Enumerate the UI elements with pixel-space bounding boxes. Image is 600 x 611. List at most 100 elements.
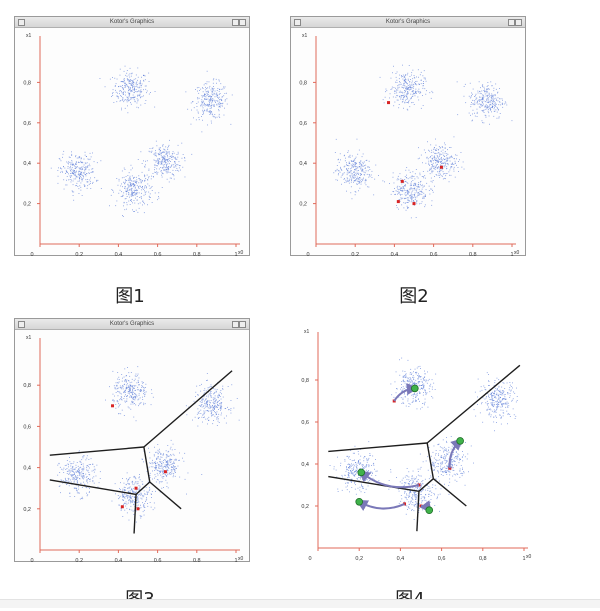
data-point bbox=[89, 180, 90, 181]
data-point bbox=[142, 481, 143, 482]
data-point bbox=[405, 91, 406, 92]
data-point bbox=[447, 160, 448, 161]
data-point bbox=[211, 97, 212, 98]
data-point bbox=[124, 80, 125, 81]
data-point bbox=[166, 171, 167, 172]
data-point bbox=[346, 164, 347, 165]
data-point bbox=[158, 453, 159, 454]
data-point bbox=[207, 111, 208, 112]
data-point bbox=[408, 93, 409, 94]
data-point bbox=[362, 169, 363, 170]
data-point bbox=[156, 465, 157, 466]
data-point bbox=[348, 464, 349, 465]
data-point bbox=[402, 390, 403, 391]
data-point bbox=[449, 474, 450, 475]
data-point bbox=[439, 171, 440, 172]
data-point bbox=[96, 465, 97, 466]
data-point bbox=[137, 95, 138, 96]
data-point bbox=[163, 487, 164, 488]
zoom-box-icon[interactable] bbox=[232, 19, 239, 26]
data-point bbox=[120, 398, 121, 399]
data-point bbox=[175, 459, 176, 460]
data-point bbox=[176, 468, 177, 469]
data-point bbox=[134, 200, 135, 201]
data-point bbox=[416, 396, 417, 397]
data-point bbox=[341, 169, 342, 170]
data-point bbox=[199, 417, 200, 418]
data-point bbox=[140, 391, 141, 392]
data-point bbox=[79, 185, 80, 186]
data-point bbox=[437, 167, 438, 168]
data-point bbox=[405, 377, 406, 378]
data-point bbox=[138, 374, 139, 375]
collapse-box-icon[interactable] bbox=[239, 19, 246, 26]
data-point bbox=[68, 168, 69, 169]
data-point bbox=[213, 420, 214, 421]
data-point bbox=[165, 474, 166, 475]
data-point bbox=[187, 109, 188, 110]
data-point bbox=[356, 178, 357, 179]
data-point bbox=[420, 174, 421, 175]
data-point bbox=[127, 481, 128, 482]
data-point bbox=[74, 166, 75, 167]
data-point bbox=[354, 165, 355, 166]
data-point bbox=[465, 102, 466, 103]
data-point bbox=[131, 498, 132, 499]
data-point bbox=[121, 374, 122, 375]
data-point bbox=[213, 410, 214, 411]
data-point bbox=[176, 168, 177, 169]
data-point bbox=[117, 79, 118, 80]
data-point bbox=[137, 101, 138, 102]
data-point bbox=[484, 91, 485, 92]
zoom-box-icon[interactable] bbox=[232, 321, 239, 328]
close-box-icon[interactable] bbox=[18, 321, 25, 328]
data-point bbox=[338, 170, 339, 171]
data-point bbox=[421, 72, 422, 73]
data-point bbox=[116, 83, 117, 84]
data-point bbox=[74, 469, 75, 470]
centroid-marker bbox=[121, 505, 124, 508]
data-point bbox=[220, 408, 221, 409]
data-point bbox=[492, 103, 493, 104]
close-box-icon[interactable] bbox=[294, 19, 301, 26]
data-point bbox=[350, 172, 351, 173]
data-point bbox=[473, 104, 474, 105]
data-point bbox=[345, 158, 346, 159]
data-point bbox=[351, 168, 352, 169]
data-point bbox=[404, 102, 405, 103]
data-point bbox=[203, 105, 204, 106]
data-point bbox=[135, 86, 136, 87]
data-point bbox=[118, 185, 119, 186]
collapse-box-icon[interactable] bbox=[515, 19, 522, 26]
data-point bbox=[406, 87, 407, 88]
data-point bbox=[217, 105, 218, 106]
data-point bbox=[214, 105, 215, 106]
data-point bbox=[167, 155, 168, 156]
data-point bbox=[66, 484, 67, 485]
data-point bbox=[491, 414, 492, 415]
data-point bbox=[119, 93, 120, 94]
data-point bbox=[420, 74, 421, 75]
data-point bbox=[176, 164, 177, 165]
data-point bbox=[127, 99, 128, 100]
data-point bbox=[402, 87, 403, 88]
data-point bbox=[91, 156, 92, 157]
close-box-icon[interactable] bbox=[18, 19, 25, 26]
data-point bbox=[474, 96, 475, 97]
data-point bbox=[133, 511, 134, 512]
data-point bbox=[433, 160, 434, 161]
data-point bbox=[397, 389, 398, 390]
data-point bbox=[413, 93, 414, 94]
data-point bbox=[408, 378, 409, 379]
data-point bbox=[205, 96, 206, 97]
data-point bbox=[121, 399, 122, 400]
data-point bbox=[81, 179, 82, 180]
data-point bbox=[352, 176, 353, 177]
data-point bbox=[143, 189, 144, 190]
zoom-box-icon[interactable] bbox=[508, 19, 515, 26]
collapse-box-icon[interactable] bbox=[239, 321, 246, 328]
data-point bbox=[198, 395, 199, 396]
data-point bbox=[402, 92, 403, 93]
data-point bbox=[211, 105, 212, 106]
